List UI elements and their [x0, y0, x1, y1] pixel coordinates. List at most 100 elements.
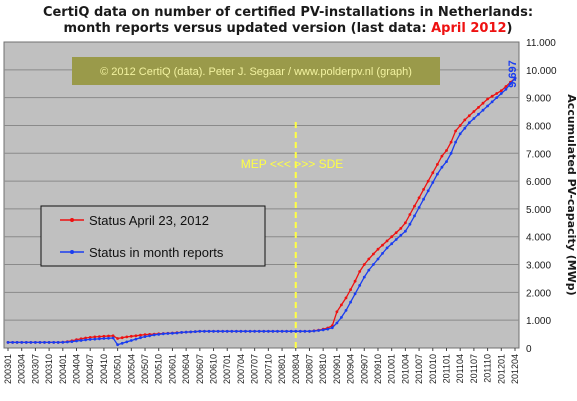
data-point-red: [445, 149, 448, 152]
data-point-blue: [79, 339, 83, 342]
y-tick-label: 0: [526, 344, 532, 355]
x-tick-label: 200501: [113, 354, 123, 384]
data-point-blue: [66, 340, 69, 344]
data-point-blue: [180, 331, 184, 334]
x-tick-label: 200610: [209, 354, 219, 384]
data-point-blue: [376, 257, 380, 261]
legend-box: [40, 205, 266, 267]
data-point-blue: [116, 343, 119, 347]
chart-title-line2-accent: April 2012: [431, 21, 506, 36]
x-tick-label: 200701: [222, 354, 232, 384]
data-point-blue: [267, 329, 270, 333]
data-point-blue: [70, 340, 74, 343]
x-tick-label: 200807: [304, 354, 314, 384]
data-point-blue: [509, 82, 512, 86]
data-point-blue: [125, 340, 129, 344]
plot-area: [3, 41, 520, 349]
data-point-blue: [225, 329, 229, 333]
data-point-blue: [84, 338, 87, 342]
chart-title-line1: CertiQ data on number of certified PV-in…: [43, 5, 533, 20]
data-point-blue: [294, 329, 298, 333]
data-point-red: [481, 101, 485, 105]
data-point-blue: [189, 330, 193, 334]
x-tick-label: 201004: [400, 354, 410, 384]
data-point-blue: [285, 329, 288, 333]
data-point-red: [381, 243, 384, 247]
x-tick-label: 200910: [373, 354, 383, 384]
data-point-red: [440, 154, 444, 158]
data-point-blue: [198, 329, 202, 333]
data-point-blue: [111, 336, 115, 340]
x-tick-label: 201010: [428, 354, 438, 384]
data-point-red: [376, 247, 380, 251]
x-tick-label: 200401: [58, 354, 68, 384]
y-tick-label: 11.000: [526, 38, 556, 49]
data-point-red: [431, 171, 435, 175]
x-axis-ticks: 200301 200304 200307 200310 200401 200404 2004…: [3, 348, 520, 384]
data-point-blue: [417, 206, 421, 209]
x-tick-label: 200301: [3, 354, 13, 384]
data-point-red: [98, 335, 101, 338]
data-point-blue: [120, 341, 124, 345]
data-point-red: [417, 196, 421, 200]
data-point-red: [399, 227, 403, 230]
series-layer: [6, 76, 517, 347]
data-point-red: [458, 124, 462, 127]
data-point-blue: [253, 329, 256, 333]
x-tick-label: 200901: [332, 354, 342, 384]
data-point-blue: [385, 246, 389, 250]
data-point-red: [139, 333, 142, 337]
data-point-blue: [477, 112, 480, 116]
data-point-blue: [340, 316, 343, 319]
x-tick-label: 200507: [140, 354, 150, 384]
x-tick-label: 200410: [99, 354, 109, 384]
x-tick-label: 200707: [250, 354, 260, 384]
data-point-red: [116, 337, 119, 340]
y-tick-label: 7.000: [526, 149, 551, 160]
data-point-blue: [175, 331, 179, 335]
credit-box: [72, 57, 440, 85]
legend-blue-marker: [70, 250, 74, 254]
data-point-red: [134, 334, 138, 338]
x-tick-label: 200801: [277, 354, 287, 384]
data-point-red: [436, 163, 439, 166]
data-point-blue: [43, 341, 46, 344]
data-point-blue: [394, 238, 398, 241]
legend-red-marker: [70, 218, 74, 222]
data-point-blue: [431, 181, 435, 184]
data-point-blue: [449, 151, 453, 155]
data-point-blue: [152, 333, 156, 337]
data-point-blue: [216, 329, 220, 333]
data-point-blue: [504, 87, 508, 91]
x-tick-label: 201201: [496, 354, 506, 384]
x-tick-label: 201107: [469, 354, 479, 383]
data-point-blue: [161, 332, 165, 336]
data-point-red: [125, 335, 129, 339]
y-tick-label: 2.000: [526, 288, 551, 299]
data-point-red: [372, 252, 375, 256]
y-axis-label: Accumulated PV-capacity (MWp): [565, 94, 577, 295]
chart-title-line2-suffix: ): [507, 21, 513, 36]
data-point-red: [353, 279, 357, 283]
data-point-blue: [321, 328, 325, 332]
mep-sde-annotation: MEP <<< >>> SDE: [241, 157, 344, 171]
data-point-blue: [330, 326, 334, 330]
x-tick-label: 200307: [30, 354, 40, 384]
data-point-red: [426, 179, 430, 183]
data-point-red: [367, 257, 371, 261]
x-tick-label: 201110: [483, 354, 493, 383]
data-point-blue: [193, 330, 197, 333]
data-point-blue: [134, 337, 138, 341]
data-point-blue: [143, 335, 147, 338]
data-point-red: [102, 334, 106, 338]
legend: Status April 23, 2012 Status in month re…: [40, 205, 266, 267]
data-point-blue: [467, 121, 471, 125]
data-point-blue: [184, 330, 188, 334]
data-point-blue: [61, 340, 65, 344]
data-point-red: [385, 239, 389, 243]
data-point-red: [390, 235, 394, 239]
data-point-blue: [129, 339, 133, 342]
x-tick-label: 200810: [318, 354, 328, 384]
y-tick-label: 9.000: [526, 94, 551, 105]
